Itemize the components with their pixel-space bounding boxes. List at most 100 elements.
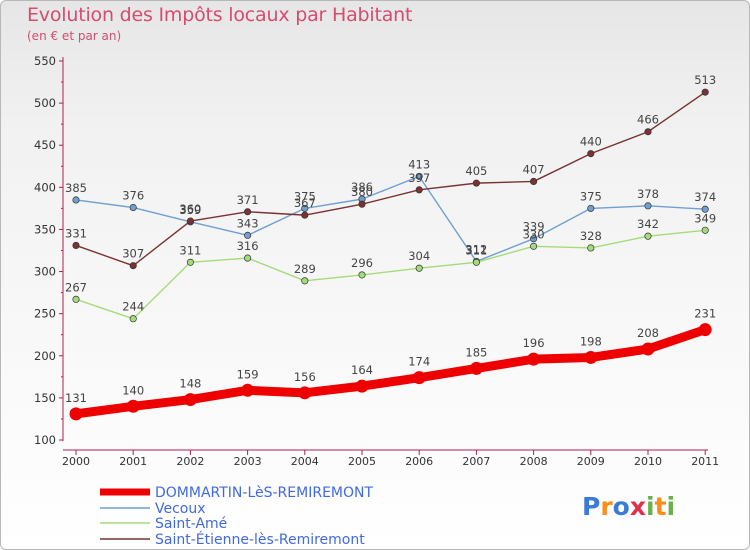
chart-title: Evolution des Impôts locaux par Habitant	[27, 4, 413, 26]
data-label: 328	[580, 229, 602, 243]
x-tick-label: 2008	[520, 455, 548, 468]
data-label: 196	[523, 336, 545, 350]
data-label: 380	[351, 185, 373, 199]
data-label: 198	[580, 334, 602, 348]
y-tick-label: 400	[34, 180, 56, 194]
data-label: 378	[637, 187, 659, 201]
x-tick-label: 2011	[691, 455, 719, 468]
data-label: 343	[237, 216, 259, 230]
data-label: 311	[465, 243, 487, 257]
data-point	[587, 204, 595, 212]
x-tick-label: 2010	[634, 455, 662, 468]
data-label: 440	[580, 135, 602, 149]
data-point	[72, 196, 80, 204]
x-tick-label: 2007	[462, 455, 490, 468]
data-point	[415, 186, 423, 194]
data-point	[701, 226, 709, 234]
data-label: 296	[351, 256, 373, 270]
data-point	[587, 244, 595, 252]
x-tick-label: 2003	[234, 455, 262, 468]
x-tick-label: 2005	[348, 455, 376, 468]
y-tick-label: 150	[34, 391, 56, 405]
data-point	[72, 241, 80, 249]
data-point	[129, 262, 137, 270]
data-label: 359	[179, 203, 201, 217]
data-point	[244, 254, 252, 262]
data-point	[186, 258, 194, 266]
data-label: 331	[65, 226, 87, 240]
y-tick-label: 200	[34, 349, 56, 363]
data-label: 371	[237, 193, 259, 207]
data-label: 413	[408, 157, 430, 171]
data-point	[129, 203, 137, 212]
legend-item-label: Vecoux	[155, 501, 206, 517]
data-label: 185	[465, 345, 487, 359]
data-point	[412, 371, 426, 385]
data-label: 244	[122, 300, 144, 314]
data-point	[183, 393, 197, 407]
data-label: 386	[351, 180, 373, 194]
x-tick-label: 2009	[577, 455, 605, 468]
proxiti-logo: Proxiti	[582, 492, 675, 521]
data-point	[126, 399, 140, 413]
data-point	[472, 179, 480, 187]
data-label: 156	[294, 370, 316, 384]
x-tick-label: 2000	[62, 455, 90, 468]
data-label: 267	[65, 280, 87, 294]
y-tick-label: 500	[34, 96, 56, 110]
data-label: 148	[179, 377, 201, 391]
data-label: 231	[694, 307, 716, 321]
data-point	[358, 271, 366, 279]
data-label: 159	[237, 367, 259, 381]
legend-item-label: Saint-Amé	[155, 516, 227, 532]
x-tick-label: 2006	[405, 455, 433, 468]
data-label: 407	[523, 162, 545, 176]
data-point	[530, 242, 538, 250]
legend-item-label: Saint-Étienne-lès-Remiremont	[155, 531, 365, 548]
data-point	[415, 264, 423, 272]
data-label: 374	[694, 190, 716, 204]
data-point	[469, 361, 483, 375]
data-label: 466	[637, 113, 659, 127]
y-tick-label: 250	[34, 307, 56, 321]
data-label: 367	[294, 196, 316, 210]
series-line-3	[75, 91, 706, 267]
x-tick-label: 2001	[119, 455, 147, 468]
series-line-0	[71, 325, 710, 419]
data-point	[644, 232, 652, 240]
data-point	[415, 172, 423, 180]
data-label: 513	[694, 73, 716, 87]
data-label: 375	[294, 189, 316, 203]
data-point	[69, 407, 83, 421]
data-point	[530, 235, 538, 243]
data-label: 342	[637, 217, 659, 231]
data-label: 164	[351, 363, 373, 377]
data-label: 316	[237, 239, 259, 253]
data-point	[644, 202, 652, 210]
data-point	[241, 383, 255, 397]
data-label: 304	[408, 249, 430, 263]
data-label: 375	[580, 189, 602, 203]
data-label: 339	[523, 220, 545, 234]
data-point	[72, 295, 80, 303]
data-label: 349	[694, 211, 716, 225]
data-point	[472, 258, 480, 266]
y-tick-label: 350	[34, 222, 56, 236]
data-point	[641, 342, 655, 356]
data-point	[186, 217, 194, 225]
data-point	[587, 150, 595, 158]
data-point	[358, 200, 366, 208]
y-tick-label: 450	[34, 138, 56, 152]
data-point	[301, 211, 309, 219]
x-tick-label: 2004	[291, 455, 319, 468]
data-label: 289	[294, 262, 316, 276]
data-point	[301, 277, 309, 285]
series-line-2	[75, 229, 706, 320]
data-label: 174	[408, 355, 430, 369]
data-label: 312	[465, 242, 487, 256]
data-label: 405	[465, 164, 487, 178]
series-line-1	[75, 175, 706, 263]
data-label: 140	[122, 383, 144, 397]
